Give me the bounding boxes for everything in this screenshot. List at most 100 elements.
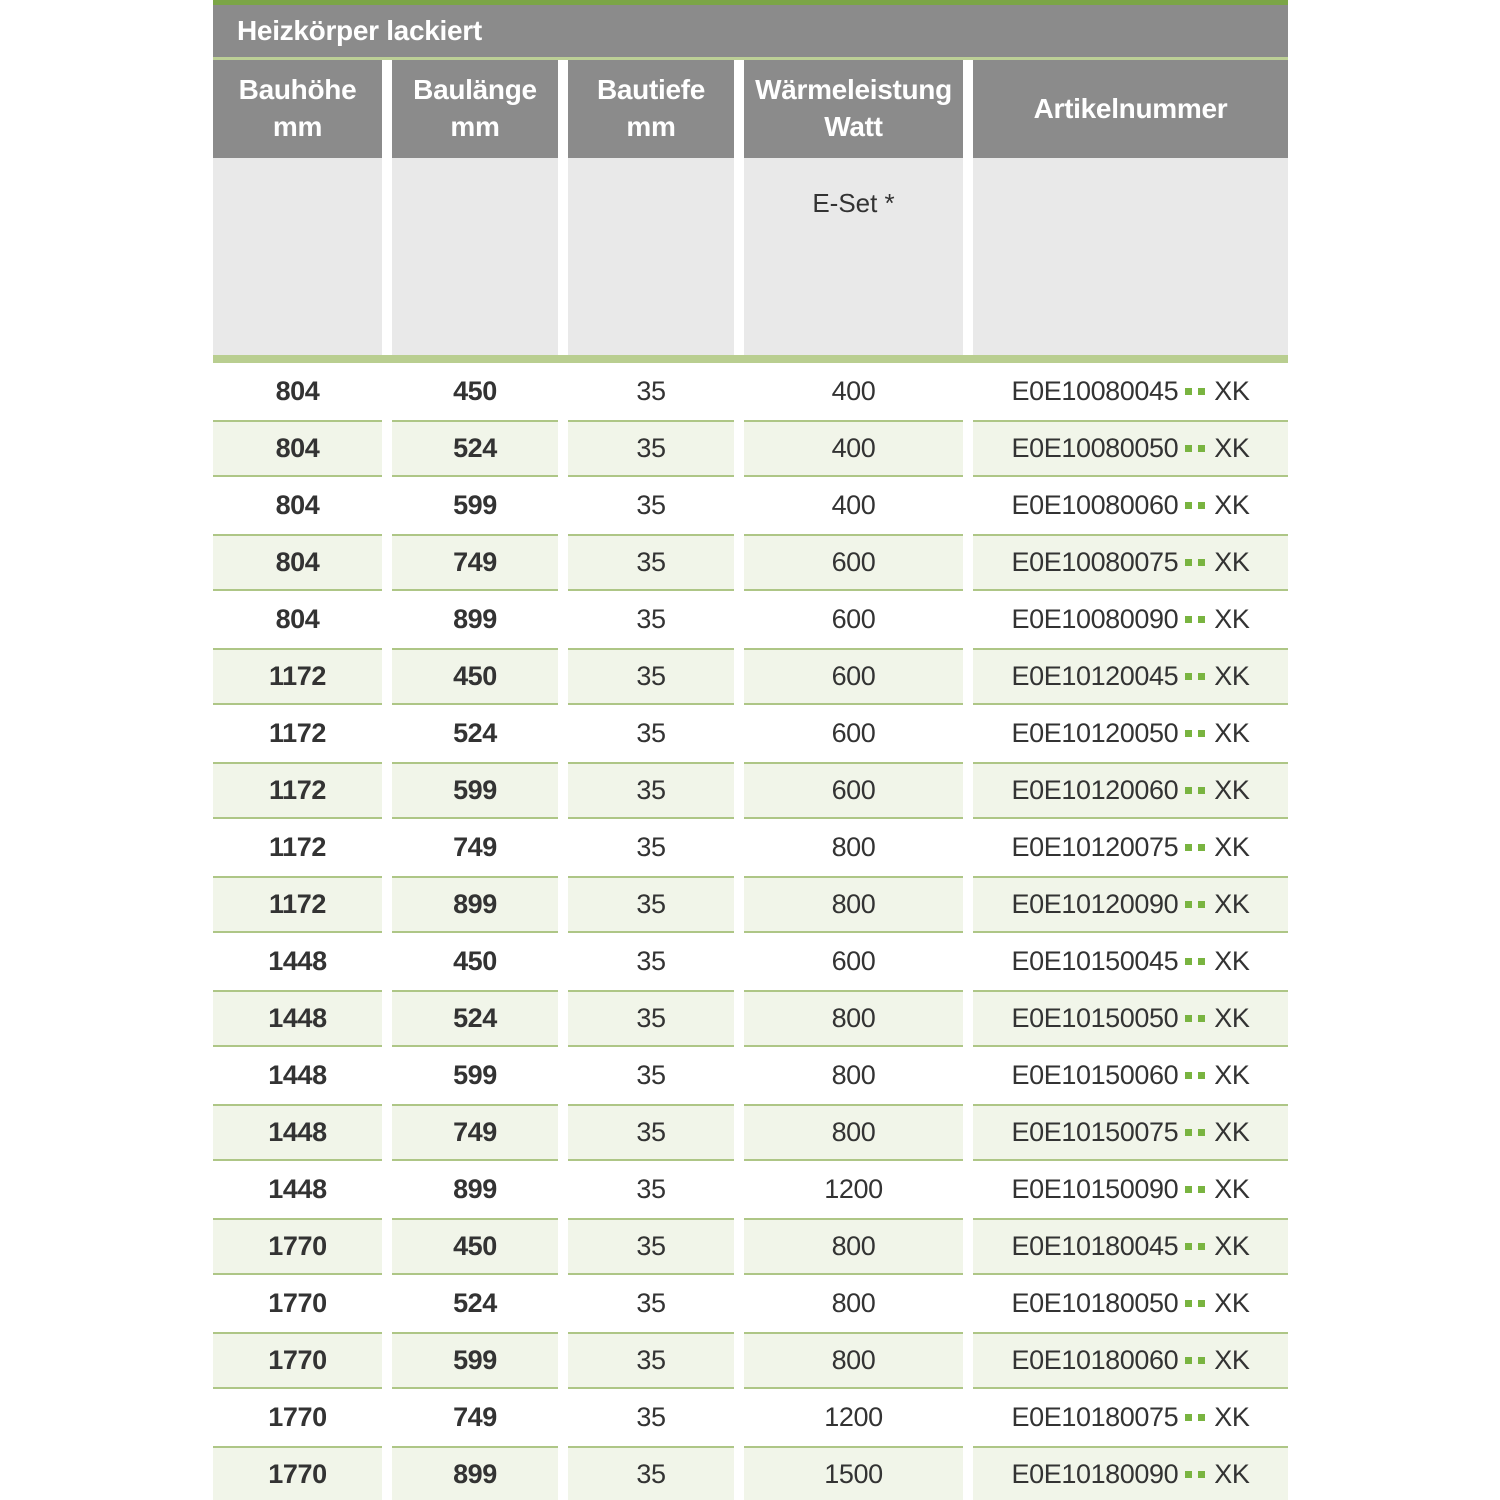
top-accent-line (213, 0, 1288, 5)
artikelnummer-suffix: XK (1214, 547, 1250, 577)
cell-bauhoehe: 1448 (268, 1060, 327, 1090)
column-header-unit: Watt (824, 111, 883, 142)
cell-bautiefe: 35 (568, 1218, 734, 1275)
artikelnummer-suffix: XK (1214, 604, 1250, 634)
subheader-cell-bautiefe (568, 158, 734, 355)
cell-bautiefe: 35 (636, 604, 666, 634)
cell-watt: 800 (744, 1104, 963, 1161)
cell-artikelnummer: E0E10180050 XK (973, 1275, 1288, 1332)
table-row: 1448 599 35 800 E0E10150060 XK (213, 1047, 1288, 1104)
cell-artikelnummer: E0E10180045 XK (973, 1218, 1288, 1275)
cell-bauhoehe: 1172 (213, 762, 382, 819)
cell-bauhoehe: 1448 (213, 990, 382, 1047)
green-dot-icon (1185, 388, 1193, 395)
cell-bautiefe: 35 (568, 420, 734, 477)
cell-watt: 400 (831, 490, 876, 520)
artikelnummer-prefix: E0E10180045 (1011, 1231, 1179, 1261)
table-row: 1770 749 35 1200 E0E10180075 XK (213, 1389, 1288, 1446)
cell-baulaenge: 899 (392, 876, 558, 933)
cell-watt: 1200 (824, 1402, 883, 1432)
artikelnummer-suffix: XK (1214, 1288, 1250, 1318)
column-header-bautiefe: Bautiefe mm (568, 60, 734, 158)
cell-watt: 600 (744, 648, 963, 705)
cell-baulaenge: 749 (453, 832, 497, 862)
column-header-label: Bautiefe (596, 74, 706, 106)
cell-bauhoehe: 1172 (269, 718, 326, 748)
green-dot-icon (1198, 1357, 1206, 1364)
cell-artikelnummer: E0E10080045 XK (973, 363, 1288, 420)
cell-baulaenge: 599 (392, 762, 558, 819)
artikelnummer-prefix: E0E10080090 (1011, 604, 1179, 634)
table-row: 1770 899 35 1500 E0E10180090 XK (213, 1446, 1288, 1500)
artikelnummer-suffix: XK (1214, 1117, 1250, 1147)
artikelnummer-prefix: E0E10150045 (1011, 946, 1179, 976)
table-row: 1172 450 35 600 E0E10120045 XK (213, 648, 1288, 705)
cell-artikelnummer: E0E10080060 XK (973, 477, 1288, 534)
table-row: 1770 450 35 800 E0E10180045 XK (213, 1218, 1288, 1275)
cell-bauhoehe: 1448 (213, 1104, 382, 1161)
cell-baulaenge: 450 (392, 1218, 558, 1275)
cell-bautiefe: 35 (636, 1060, 666, 1090)
green-dot-icon (1198, 559, 1206, 566)
subheader-cell-artikelnummer (973, 158, 1288, 355)
green-dot-icon (1198, 1414, 1206, 1421)
cell-watt: 400 (744, 420, 963, 477)
green-dot-icon (1185, 1414, 1193, 1421)
cell-watt: 800 (831, 832, 876, 862)
cell-bauhoehe: 1172 (213, 648, 382, 705)
cell-watt: 600 (831, 946, 876, 976)
green-dot-icon (1198, 1015, 1206, 1022)
green-dot-icon (1198, 1471, 1206, 1478)
green-dot-icon (1198, 1129, 1206, 1136)
cell-bautiefe: 35 (568, 648, 734, 705)
cell-bautiefe: 35 (568, 990, 734, 1047)
green-dot-icon (1185, 787, 1193, 794)
table-row: 1448 749 35 800 E0E10150075 XK (213, 1104, 1288, 1161)
cell-bautiefe: 35 (636, 832, 666, 862)
green-dot-icon (1198, 1243, 1206, 1250)
green-dot-icon (1198, 388, 1206, 395)
cell-bauhoehe: 1770 (268, 1288, 327, 1318)
artikelnummer-suffix: XK (1214, 661, 1250, 691)
table-row: 804 749 35 600 E0E10080075 XK (213, 534, 1288, 591)
artikelnummer-suffix: XK (1214, 433, 1250, 463)
table-row: 1770 599 35 800 E0E10180060 XK (213, 1332, 1288, 1389)
green-dot-icon (1198, 445, 1206, 452)
column-header-waermeleistung: Wärmeleistung Watt (744, 60, 963, 158)
cell-artikelnummer: E0E10150045 XK (973, 933, 1288, 990)
artikelnummer-prefix: E0E10080045 (1011, 376, 1179, 406)
table-row: 804 899 35 600 E0E10080090 XK (213, 591, 1288, 648)
cell-baulaenge: 524 (392, 990, 558, 1047)
cell-bauhoehe: 804 (213, 534, 382, 591)
artikelnummer-prefix: E0E10120090 (1011, 889, 1179, 919)
artikelnummer-suffix: XK (1214, 1003, 1250, 1033)
cell-baulaenge: 599 (453, 490, 497, 520)
artikelnummer-prefix: E0E10120050 (1011, 718, 1179, 748)
cell-watt: 800 (744, 990, 963, 1047)
subheader-cell-eset: E-Set * (744, 158, 963, 355)
cell-bautiefe: 35 (636, 376, 666, 406)
cell-artikelnummer: E0E10150050 XK (973, 990, 1288, 1047)
cell-artikelnummer: E0E10080075 XK (973, 534, 1288, 591)
cell-baulaenge: 749 (453, 1402, 497, 1432)
title-divider-line (213, 57, 1288, 60)
column-header-artikelnummer: Artikelnummer (973, 60, 1288, 158)
cell-bautiefe: 35 (568, 876, 734, 933)
cell-watt: 400 (831, 376, 876, 406)
cell-artikelnummer: E0E10180060 XK (973, 1332, 1288, 1389)
cell-baulaenge: 899 (453, 604, 497, 634)
artikelnummer-prefix: E0E10180075 (1011, 1402, 1179, 1432)
cell-artikelnummer: E0E10150075 XK (973, 1104, 1288, 1161)
green-dot-icon (1185, 445, 1193, 452)
table-row: 804 450 35 400 E0E10080045 XK (213, 363, 1288, 420)
cell-watt: 600 (744, 534, 963, 591)
table-title: Heizkörper lackiert (237, 15, 482, 46)
cell-bautiefe: 35 (636, 946, 666, 976)
cell-baulaenge: 599 (453, 1060, 497, 1090)
cell-baulaenge: 524 (453, 718, 497, 748)
cell-baulaenge: 524 (453, 1288, 497, 1318)
green-dot-icon (1198, 1300, 1206, 1307)
table-row: 1172 524 35 600 E0E10120050 XK (213, 705, 1288, 762)
green-dot-icon (1198, 730, 1206, 737)
cell-artikelnummer: E0E10120060 XK (973, 762, 1288, 819)
